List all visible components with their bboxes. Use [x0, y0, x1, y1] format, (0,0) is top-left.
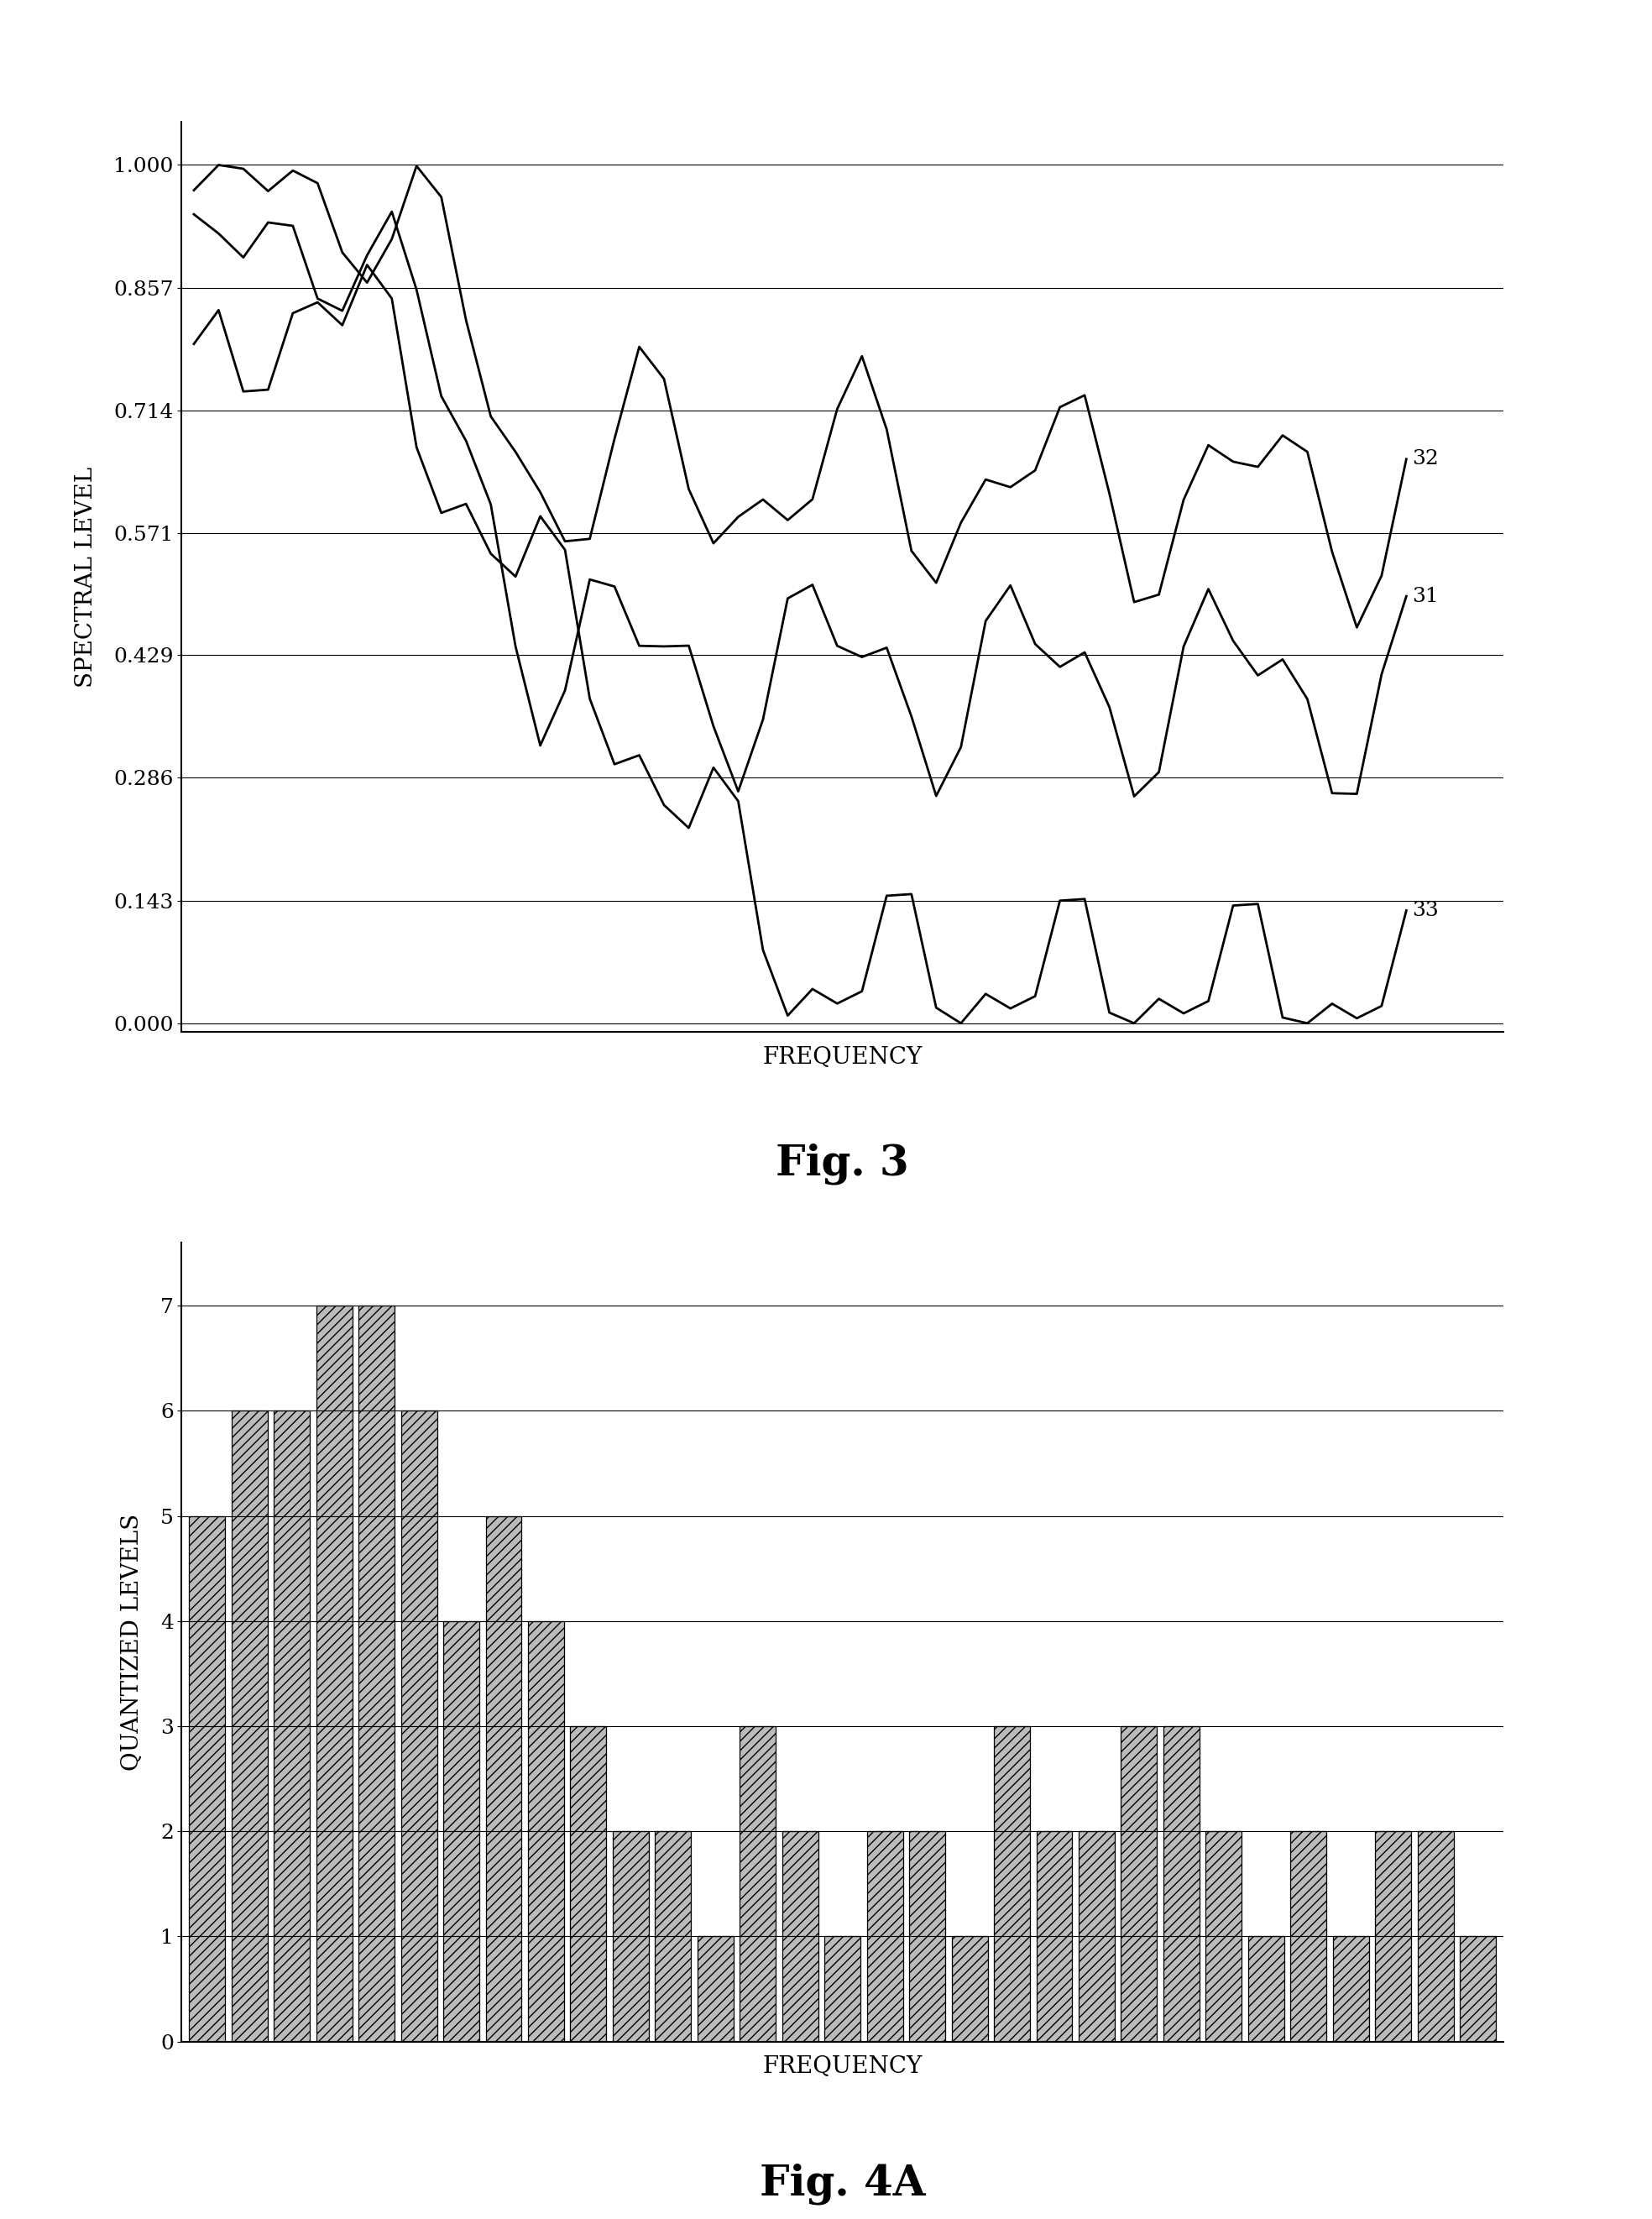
- Text: 31: 31: [1412, 586, 1439, 606]
- Y-axis label: SPECTRAL LEVEL: SPECTRAL LEVEL: [74, 466, 97, 688]
- Bar: [1249, 1937, 1284, 2041]
- Bar: [231, 1411, 268, 2041]
- Bar: [401, 1411, 436, 2041]
- Text: Fig. 3: Fig. 3: [776, 1143, 909, 1185]
- Bar: [1206, 1831, 1242, 2041]
- Text: Fig. 4A: Fig. 4A: [760, 2164, 925, 2206]
- Bar: [824, 1937, 861, 2041]
- Bar: [1333, 1937, 1370, 2041]
- Text: 33: 33: [1412, 901, 1439, 921]
- Bar: [909, 1831, 945, 2041]
- Bar: [443, 1622, 479, 2041]
- Bar: [867, 1831, 904, 2041]
- X-axis label: FREQUENCY: FREQUENCY: [763, 2055, 922, 2079]
- Bar: [1036, 1831, 1072, 2041]
- Bar: [1417, 1831, 1454, 2041]
- Bar: [316, 1305, 352, 2041]
- Bar: [1079, 1831, 1115, 2041]
- Bar: [188, 1516, 225, 2041]
- Bar: [781, 1831, 818, 2041]
- Text: 32: 32: [1412, 450, 1439, 468]
- Y-axis label: QUANTIZED LEVELS: QUANTIZED LEVELS: [121, 1513, 144, 1771]
- Bar: [274, 1411, 311, 2041]
- Bar: [1374, 1831, 1411, 2041]
- Bar: [486, 1516, 522, 2041]
- Bar: [358, 1305, 395, 2041]
- Bar: [952, 1937, 988, 2041]
- Bar: [570, 1726, 606, 2041]
- Bar: [697, 1937, 733, 2041]
- Bar: [529, 1622, 563, 2041]
- Bar: [1163, 1726, 1199, 2041]
- Bar: [656, 1831, 691, 2041]
- X-axis label: FREQUENCY: FREQUENCY: [763, 1045, 922, 1070]
- Bar: [1122, 1726, 1156, 2041]
- Bar: [1460, 1937, 1497, 2041]
- Bar: [613, 1831, 649, 2041]
- Bar: [1290, 1831, 1327, 2041]
- Bar: [995, 1726, 1029, 2041]
- Bar: [740, 1726, 776, 2041]
